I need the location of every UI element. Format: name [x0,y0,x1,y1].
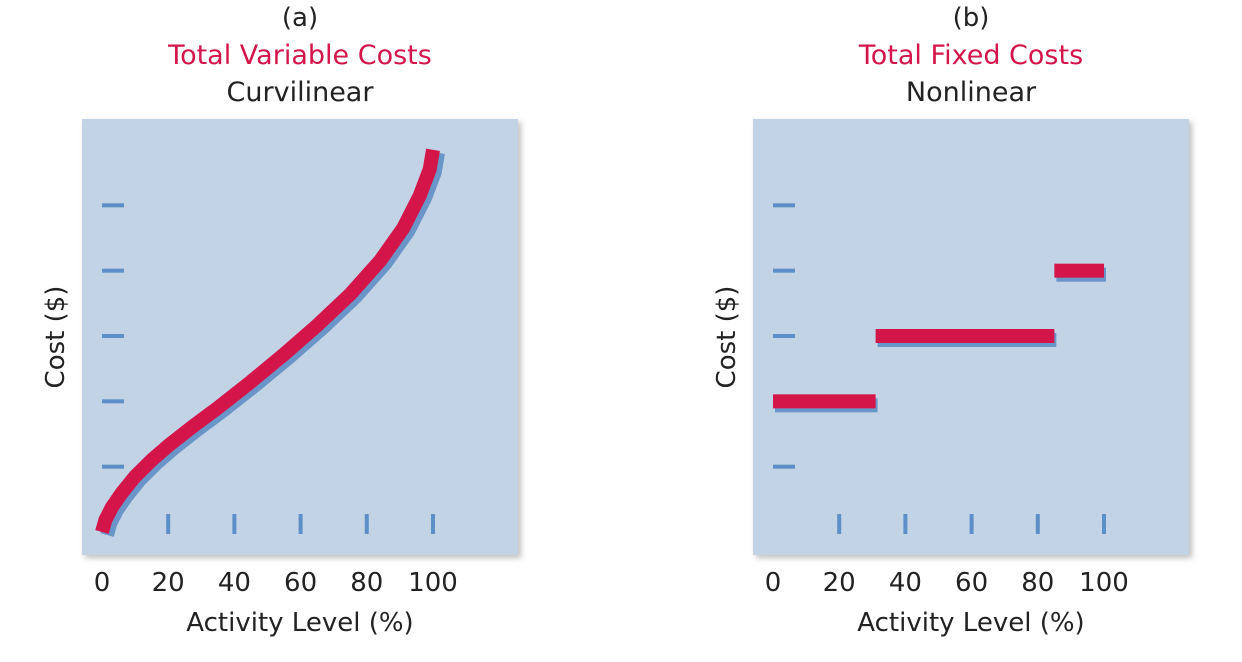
chart-a-x-tick [166,514,171,534]
chart-b-x-tick [837,514,842,534]
chart-b-cost-segment [1054,263,1104,278]
chart-a-title: Total Variable Costs [168,40,432,71]
chart-a-x-tick [431,514,435,534]
chart-b-x-tick [903,514,908,534]
chart-b-panel-label: (b) [952,3,990,33]
chart-b-x-tick [1035,514,1040,534]
chart-b-y-tick [773,203,795,208]
chart-b-header: (b) Total Fixed Costs Nonlinear [771,0,1171,111]
chart-a-x-tick-label: 20 [152,568,185,598]
chart-b-subtitle: Nonlinear [905,77,1037,108]
chart-b-y-tick [773,334,795,338]
chart-b-x-tick-label: 100 [1079,568,1129,598]
chart-a-x-tick-label: 60 [284,568,317,598]
chart-a-y-tick [102,268,124,273]
chart-a-x-tick-label: 80 [350,568,383,598]
chart-b-x-axis-title: Activity Level (%) [857,608,1084,638]
chart-b-cost-segment [773,394,876,409]
chart-a-y-tick [102,399,124,404]
chart-a-y-tick [102,464,124,469]
chart-a-x-tick [298,514,303,534]
chart-a-x-tick-label: 100 [408,568,458,598]
chart-b-x-tick-label: 20 [823,568,856,598]
chart-a-x-axis-title: Activity Level (%) [186,608,413,638]
chart-b-x-tick [969,514,974,534]
chart-b-x-tick-label: 0 [765,568,782,598]
chart-a-panel-label: (a) [281,3,319,33]
chart-b-y-tick [773,464,795,469]
chart-a-series-line [95,148,440,534]
chart-b-x-tick-label: 80 [1021,568,1054,598]
chart-b: 0 20 40 60 80 100 Activity Level (%) Cost ($) [712,119,1189,638]
chart-a-y-tick [102,203,124,208]
chart-a-x-tick-label: 0 [94,568,111,598]
chart-a-x-tick [232,514,237,534]
chart-b-x-tick-label: 60 [955,568,988,598]
chart-a-y-tick [102,334,124,338]
chart-a-x-tick-label: 40 [218,568,251,598]
chart-a-header: (a) Total Variable Costs Curvilinear [100,0,500,111]
chart-a-subtitle: Curvilinear [226,77,374,108]
chart-b-y-tick [773,268,795,273]
chart-b-x-tick-label: 40 [889,568,922,598]
chart-b-title: Total Fixed Costs [858,40,1084,71]
chart-a-y-axis-title: Cost ($) [41,286,71,389]
chart-a-x-tick [364,514,369,534]
chart-b-x-tick [1102,514,1106,534]
chart-a: 0 20 40 60 80 100 Activity Level (%) Cost ($) [41,119,518,638]
chart-b-cost-segment [875,329,1055,343]
chart-b-y-axis-title: Cost ($) [712,286,742,389]
